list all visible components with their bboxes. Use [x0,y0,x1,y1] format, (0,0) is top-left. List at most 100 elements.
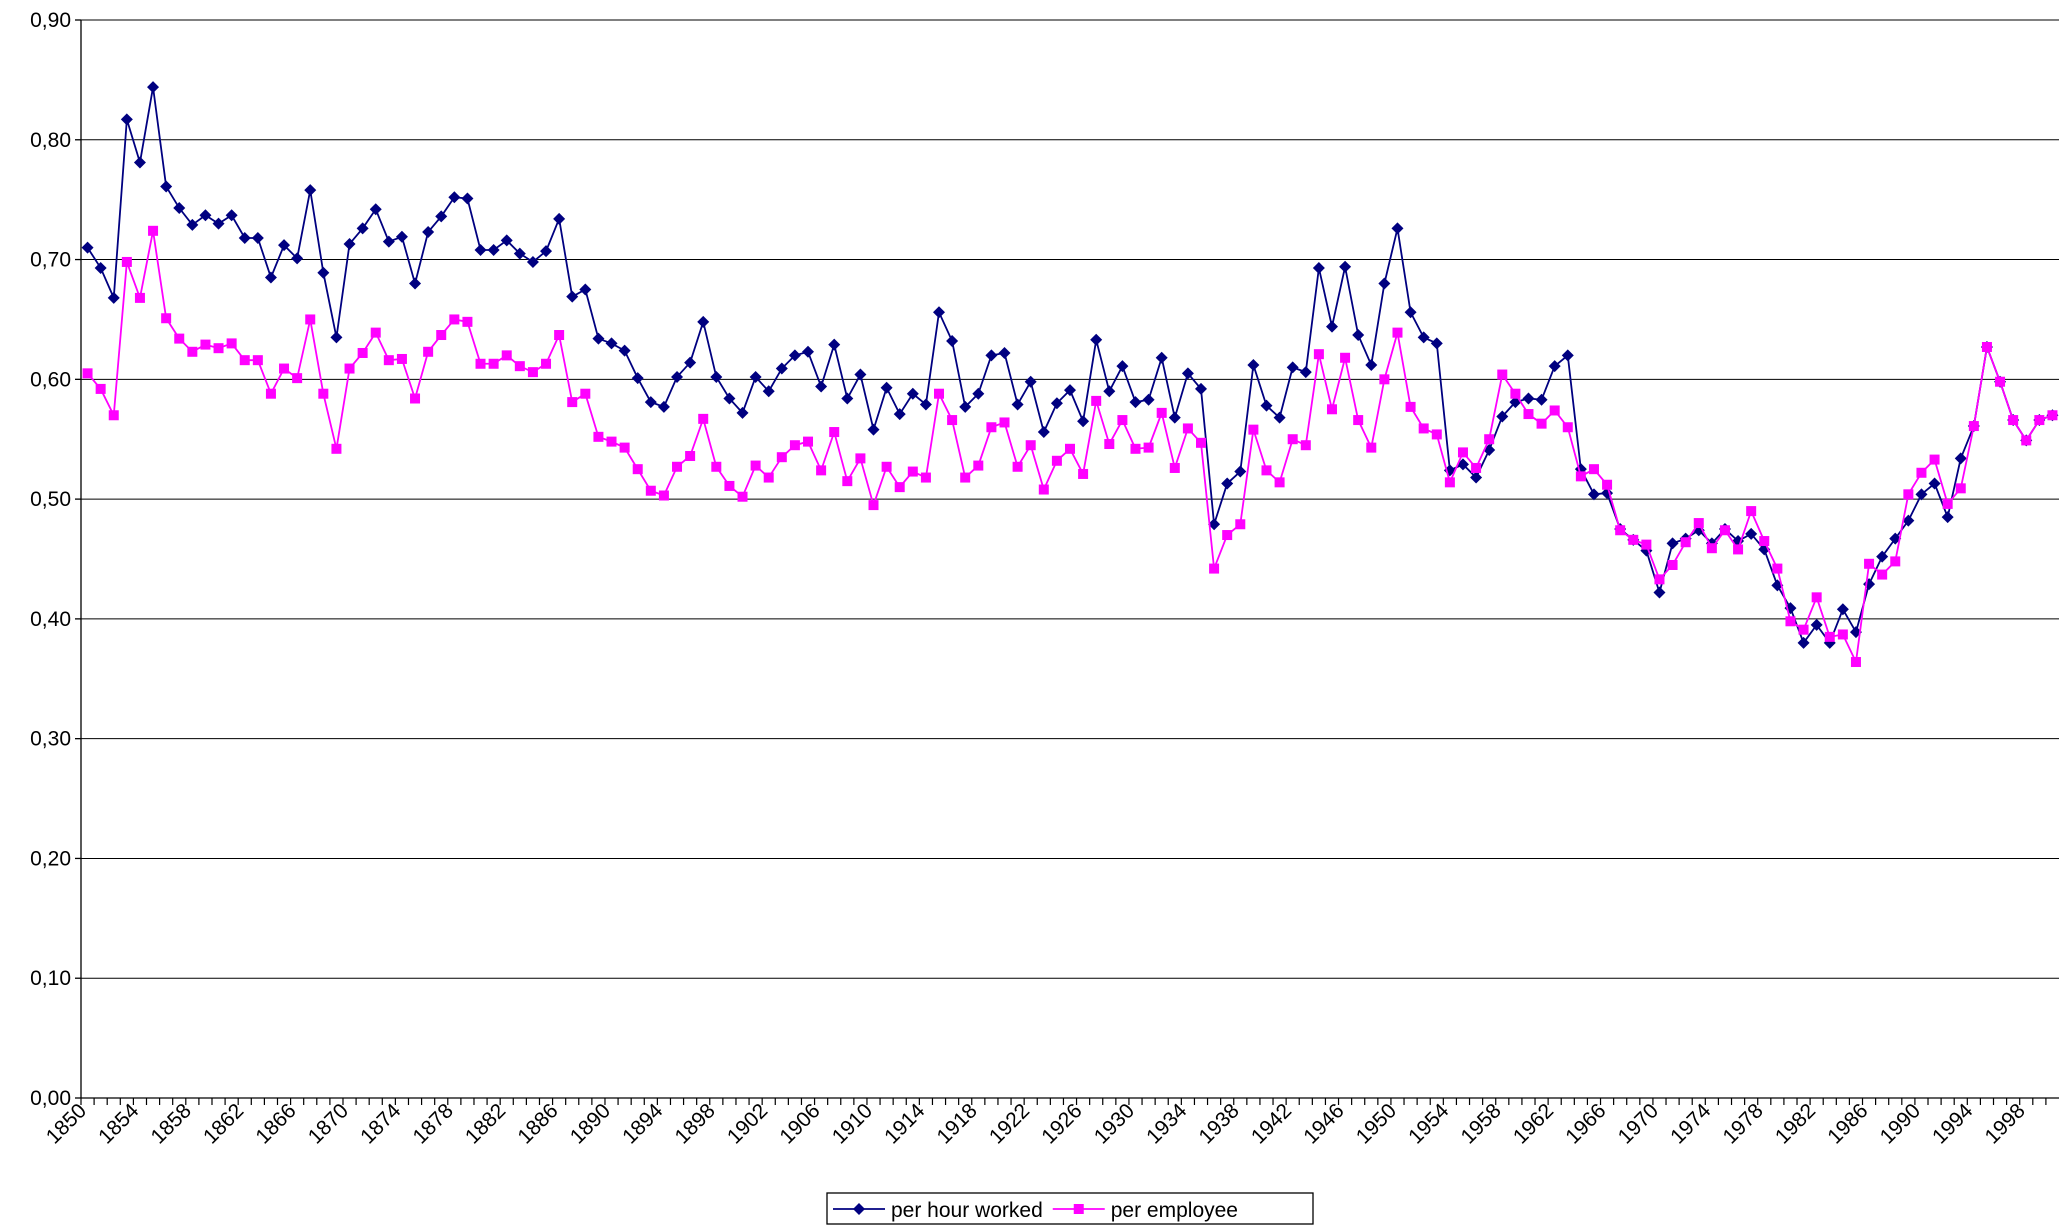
data-point [291,252,304,265]
x-tick-label: 1994 [1928,1099,1978,1149]
series-markers [82,225,2058,668]
data-point [1890,556,1901,567]
data-point [1392,327,1403,338]
data-point [710,370,723,383]
data-point [304,184,317,197]
data-point [1561,349,1574,362]
y-tick-label: 0,30 [30,728,71,751]
data-point [1012,461,1023,472]
data-point [370,327,381,338]
data-point [436,330,447,341]
data-point [1038,484,1049,495]
x-tick-label: 1866 [251,1099,300,1148]
data-point [1666,537,1679,550]
data-point [1024,375,1037,388]
data-point [906,387,919,400]
x-tick-label: 1990 [1876,1099,1925,1148]
x-tick-label: 1854 [94,1099,144,1149]
data-point [2047,410,2058,421]
data-point [1155,351,1168,364]
data-point [803,436,814,447]
data-point [1797,636,1810,649]
data-point [618,344,631,357]
data-point [410,393,421,404]
data-point [1902,514,1915,527]
data-point [1065,443,1075,454]
data-point [1078,468,1089,479]
data-point [1261,465,1272,476]
data-point [409,277,422,290]
data-point [1405,401,1416,412]
data-point [541,358,552,369]
data-point [1876,550,1889,563]
data-point [500,234,513,247]
data-point [658,490,669,501]
data-point [264,271,277,284]
data-point [1209,563,1220,574]
data-point [815,380,828,393]
data-point [369,203,382,216]
data-point [960,472,971,483]
x-tick-label: 1862 [199,1099,248,1148]
data-point [344,363,355,374]
data-point [147,81,160,94]
x-tick-label: 1874 [356,1099,406,1149]
data-point [1733,544,1744,555]
data-point [252,355,263,366]
data-point [1142,393,1155,406]
data-point [1981,341,1992,352]
data-point [566,290,579,303]
data-point [1365,358,1378,371]
data-point [606,436,617,447]
data-point [1929,454,1940,465]
data-point [985,349,998,362]
data-point [1785,616,1796,627]
data-point [1325,320,1338,333]
data-point [1680,537,1691,548]
data-point [697,315,710,328]
data-point [1510,388,1521,399]
data-point [94,261,107,274]
data-point [343,237,356,250]
data-point [567,397,578,408]
x-tick-label: 1946 [1299,1099,1348,1148]
x-tick-label: 1986 [1823,1099,1872,1148]
data-point [920,472,931,483]
data-point [788,349,801,362]
data-point [251,231,264,244]
data-point [435,210,448,223]
series-line [86,86,2053,645]
data-point [331,443,342,454]
data-point [1286,361,1299,374]
data-point [107,291,120,304]
x-tick-label: 1954 [1404,1099,1454,1149]
data-point [134,292,145,303]
data-point [1025,440,1036,451]
data-point [1548,360,1561,373]
x-tick-label: 1982 [1771,1099,1820,1148]
data-point [1417,331,1430,344]
data-point [1837,629,1848,640]
x-tick-label: 1886 [513,1099,562,1148]
data-point [619,442,630,453]
data-point [514,361,525,372]
data-point [631,372,644,385]
data-point [160,180,173,193]
data-point [239,355,250,366]
data-point [1759,536,1770,547]
data-point [1864,558,1875,569]
data-point [593,431,604,442]
data-point [226,338,237,349]
data-point [1312,261,1325,274]
data-point [187,346,198,357]
data-point [1431,429,1442,440]
data-point [998,346,1011,359]
data-point [1391,222,1404,235]
data-point [449,314,460,325]
data-point [1051,455,1062,466]
data-point [1995,376,2006,387]
data-point [1130,443,1141,454]
data-point [554,330,565,341]
data-point [854,368,867,381]
data-point [357,347,368,358]
